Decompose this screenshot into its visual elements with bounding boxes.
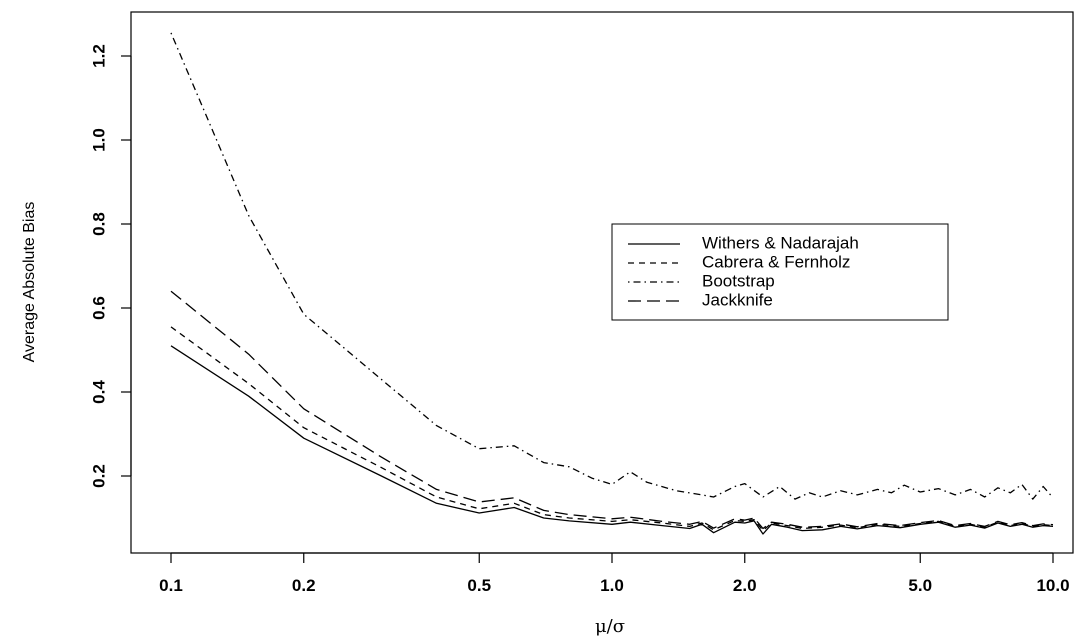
y-tick-label: 0.4 bbox=[89, 380, 108, 404]
x-tick-label: 0.1 bbox=[159, 576, 183, 595]
x-tick-label: 0.2 bbox=[292, 576, 316, 595]
series-layer bbox=[170, 32, 1054, 535]
y-axis: 0.2 0.4 0.6 0.8 1.0 1.2 bbox=[89, 44, 132, 488]
y-tick-label: 0.6 bbox=[89, 296, 108, 320]
series-2 bbox=[170, 32, 1054, 500]
y-tick-label: 0.8 bbox=[89, 212, 108, 236]
legend-label: Cabrera & Fernholz bbox=[702, 252, 850, 271]
legend-label: Jackknife bbox=[702, 290, 773, 309]
x-tick-label: 10.0 bbox=[1036, 576, 1069, 595]
legend-box bbox=[611, 223, 949, 321]
y-tick-label: 1.2 bbox=[89, 44, 108, 68]
y-tick-label: 1.0 bbox=[89, 128, 108, 152]
x-tick-label: 2.0 bbox=[733, 576, 757, 595]
legend-label: Withers & Nadarajah bbox=[702, 233, 859, 252]
series-3 bbox=[170, 290, 1054, 530]
x-axis: 0.1 0.2 0.5 1.0 2.0 5.0 10.0 bbox=[159, 552, 1070, 595]
x-tick-label: 5.0 bbox=[908, 576, 932, 595]
y-axis-title: Average Absolute Bias bbox=[21, 202, 38, 363]
series-line bbox=[170, 345, 1054, 535]
series-line bbox=[170, 32, 1054, 500]
y-tick-label: 0.2 bbox=[89, 464, 108, 488]
series-1 bbox=[170, 326, 1054, 532]
legend-label: Bootstrap bbox=[702, 271, 775, 290]
x-axis-title: μ/σ bbox=[595, 616, 625, 637]
series-0 bbox=[170, 345, 1054, 535]
x-tick-label: 0.5 bbox=[467, 576, 491, 595]
series-line bbox=[170, 326, 1054, 532]
x-tick-label: 1.0 bbox=[600, 576, 624, 595]
series-line bbox=[170, 290, 1054, 530]
